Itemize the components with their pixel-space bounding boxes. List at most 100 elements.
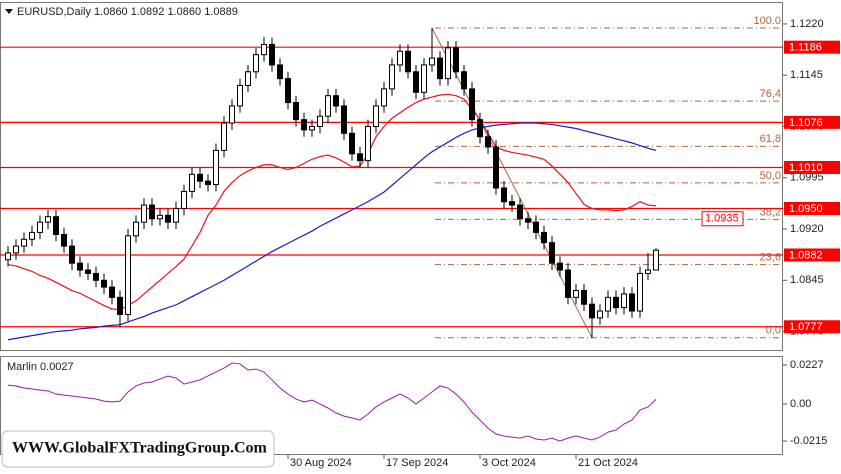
- candle-body: [269, 43, 275, 66]
- candle-body: [181, 190, 187, 209]
- x-tick-label: 3 Oct 2024: [482, 457, 536, 469]
- candle-body: [117, 296, 123, 315]
- y-tick-label: 0.00: [790, 398, 811, 410]
- candle-body: [621, 293, 627, 309]
- candle-body: [77, 262, 83, 271]
- candle-body: [5, 252, 11, 261]
- level-label: 1.1186: [789, 42, 822, 54]
- candle-body: [493, 146, 499, 189]
- candle-body: [413, 71, 419, 93]
- y-tick-label: 1.0920: [790, 223, 824, 235]
- candle-body: [29, 231, 35, 240]
- fib-level-label: 76,4: [760, 88, 781, 100]
- candle-body: [157, 214, 163, 220]
- candle-body: [629, 293, 635, 312]
- candle-body: [165, 214, 171, 223]
- indicator-title: Marlin: [7, 361, 37, 373]
- candle-body: [53, 216, 59, 235]
- candle-body: [293, 102, 299, 121]
- candle-body: [469, 88, 475, 121]
- candle-body: [229, 105, 235, 124]
- candle-body: [533, 221, 539, 233]
- moving-average: [7, 93, 657, 311]
- candle-body: [405, 50, 411, 73]
- candle-body: [453, 47, 459, 73]
- fib-level-label: 61,8: [760, 133, 781, 145]
- candle-body: [589, 303, 595, 319]
- header-open: 1.0860: [94, 6, 128, 18]
- candle-body: [13, 245, 19, 254]
- y-tick-label: 1.0845: [790, 274, 824, 286]
- candle-body: [101, 279, 107, 288]
- indicator-header: Marlin 0.0027: [7, 361, 74, 373]
- chart-header: EURUSD,Daily 1.0860 1.0892 1.0860 1.0889: [17, 6, 238, 18]
- candle-body: [285, 78, 291, 104]
- candle-body: [325, 95, 331, 117]
- level-label: 1.0777: [789, 321, 823, 333]
- x-tick-label: 17 Sep 2024: [386, 457, 448, 469]
- indicator-value: 0.0027: [40, 361, 74, 373]
- candle-body: [349, 132, 355, 155]
- x-tick-label: 30 Aug 2024: [290, 457, 352, 469]
- candle-body: [93, 272, 99, 281]
- candle-body: [253, 54, 259, 73]
- level-label: 1.0950: [789, 203, 823, 215]
- level-label-box: [784, 320, 840, 334]
- candle-body: [37, 221, 43, 233]
- candle-body: [549, 242, 555, 264]
- level-label-box: [784, 40, 840, 54]
- menu-icon[interactable]: [5, 9, 13, 14]
- candle-body: [189, 173, 195, 192]
- candle-body: [133, 221, 139, 237]
- candle-body: [581, 290, 587, 305]
- level-label: 1.1076: [789, 117, 823, 129]
- candle-body: [389, 64, 395, 90]
- candle-body: [653, 249, 659, 271]
- watermark-box: [1, 430, 275, 468]
- fib-level-label: 100.0: [753, 15, 781, 27]
- candle-body: [509, 201, 515, 206]
- candle-body: [573, 290, 579, 298]
- watermark: WWW.GlobalFXTradingGroup.Com: [12, 440, 268, 457]
- indicator-line: [7, 362, 657, 442]
- y-tick-label: 0.0227: [790, 359, 824, 371]
- fib-level-label: 50,0: [760, 170, 781, 182]
- candle-body: [141, 204, 147, 223]
- candle-body: [341, 105, 347, 134]
- candle-body: [445, 47, 451, 80]
- level-label: 1.1010: [789, 162, 823, 174]
- candle-body: [21, 238, 27, 247]
- level-label: 1.0882: [789, 249, 823, 261]
- fib-level-label: 23,6: [760, 252, 781, 264]
- main-panel-frame: [0, 2, 783, 351]
- fib-level-label: 0,0: [766, 325, 781, 337]
- candle-body: [221, 122, 227, 151]
- candle-body: [397, 50, 403, 66]
- candle-body: [365, 125, 371, 162]
- candle-body: [45, 216, 51, 223]
- candle-body: [381, 88, 387, 107]
- candle-body: [421, 64, 427, 93]
- candle-body: [261, 43, 267, 56]
- candle-body: [69, 245, 75, 264]
- candle-body: [557, 262, 563, 271]
- level-label-box: [784, 160, 840, 174]
- candle-body: [645, 269, 651, 274]
- fib-price-box: [701, 211, 744, 227]
- indicator-panel-frame: [0, 356, 783, 455]
- symbol: EURUSD,Daily: [17, 6, 91, 18]
- candle-body: [213, 149, 219, 186]
- candle-body: [197, 173, 203, 182]
- y-tick-label: -0.0215: [790, 435, 827, 447]
- candle-body: [317, 115, 323, 127]
- candle-body: [205, 180, 211, 186]
- candle-body: [125, 235, 131, 315]
- candle-body: [525, 218, 531, 223]
- level-label-box: [784, 248, 840, 262]
- candle-body: [149, 204, 155, 220]
- candle-body: [517, 204, 523, 220]
- candle-body: [437, 57, 443, 80]
- candle-body: [245, 71, 251, 86]
